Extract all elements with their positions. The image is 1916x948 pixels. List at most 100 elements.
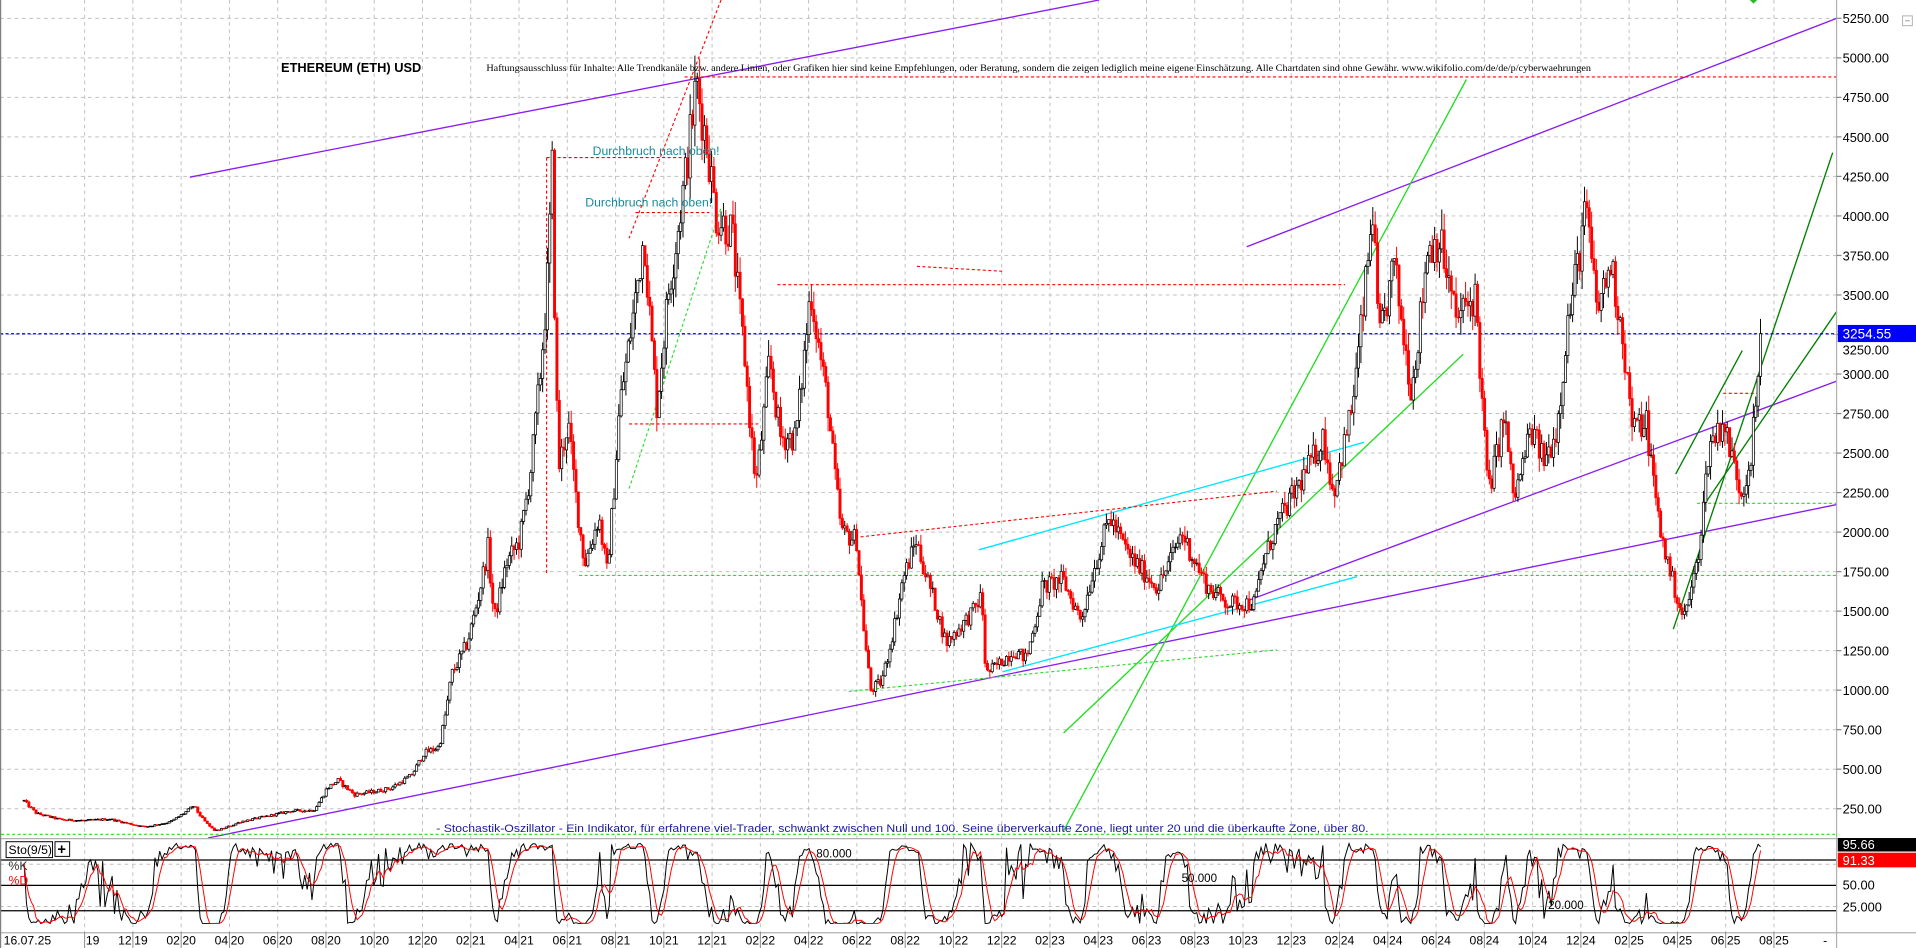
candle-body (662, 347, 666, 369)
candle (481, 561, 485, 595)
candle-body (1521, 458, 1525, 476)
candle-body (210, 825, 214, 829)
candle-body (933, 587, 937, 611)
candle-body (267, 815, 271, 817)
candle-body (1647, 410, 1651, 457)
y-tick-label: 2500.00 (1843, 446, 1889, 461)
candle (391, 785, 395, 791)
candle-body (1371, 224, 1375, 235)
candle (305, 810, 309, 812)
chart-title: ETHEREUM (ETH) USD (281, 60, 421, 75)
candle (771, 361, 775, 401)
candle-body (1209, 584, 1213, 593)
candle (467, 632, 471, 652)
candle (657, 390, 661, 419)
candle-body (1152, 582, 1156, 589)
candle (588, 540, 592, 554)
x-tick-label-month: 04 (794, 933, 808, 947)
candle (660, 353, 664, 399)
candle (317, 800, 321, 807)
candle (833, 434, 837, 480)
candle-body (265, 815, 269, 817)
candle-body (1121, 533, 1125, 540)
x-tick-label: 16.07.25 (4, 933, 52, 947)
candle-body (876, 679, 880, 682)
d-value-badge (1837, 852, 1916, 868)
candle (1583, 186, 1586, 235)
candle (862, 594, 866, 632)
candle (27, 800, 31, 809)
candle (855, 523, 859, 552)
candle-body (752, 437, 756, 474)
candle-body (593, 529, 597, 545)
candle-body (1081, 616, 1085, 620)
candle-body (788, 433, 792, 440)
candle-body (1062, 570, 1066, 578)
candle (781, 426, 785, 448)
candle-body (705, 125, 709, 155)
candle (450, 668, 454, 686)
price-axis[interactable]: 250.00 500.00 750.00 1000.00 1250.00 1500.00 1… (1836, 11, 1889, 817)
candle-body (1747, 469, 1751, 487)
indicator-label-box[interactable] (5, 841, 54, 859)
candle (1704, 461, 1708, 512)
candle (1692, 566, 1696, 594)
candle-body (143, 825, 147, 828)
candle-body (1123, 539, 1127, 545)
y-tick-label: 500.00 (1843, 762, 1882, 777)
candle-body (400, 781, 404, 784)
candle-body (422, 755, 426, 762)
candle (664, 291, 668, 365)
candle-body (926, 574, 930, 578)
candle (1354, 352, 1358, 400)
candle (1223, 596, 1227, 615)
candle (1416, 349, 1420, 378)
candle (1685, 604, 1689, 617)
collapse-panel-button[interactable] (1902, 15, 1913, 27)
date-axis[interactable]: 16.07.25 19 12 19 02 20 04 20 06 20 08 20 10 20 12 20 02… (4, 932, 1828, 948)
candle-body (1613, 261, 1617, 307)
candle-body (246, 819, 250, 822)
add-indicator-button[interactable]: + (54, 841, 71, 858)
candle-body (748, 385, 752, 429)
x-tick-label-month: 10 (1228, 933, 1242, 947)
x-tick-label-year: 21 (665, 933, 679, 947)
candle-body (1204, 573, 1208, 594)
candle-body (453, 668, 457, 671)
candle (779, 396, 782, 446)
candle-body (331, 783, 335, 786)
candle-body (1216, 587, 1220, 593)
y-tick-label: 1250.00 (1843, 644, 1889, 659)
candle-body (1397, 264, 1401, 307)
candle-body (53, 816, 57, 820)
candle (507, 551, 511, 570)
candle-body (1183, 535, 1187, 543)
candle-body (1299, 480, 1303, 491)
candle-body (1604, 278, 1608, 288)
x-tick-label-month: 08 (601, 933, 615, 947)
candle-body (108, 819, 112, 821)
x-tick-label-year: 21 (713, 933, 727, 947)
candle-body (1587, 207, 1591, 228)
candle-body (215, 829, 219, 831)
candle-body (201, 815, 204, 818)
indicator-label[interactable]: Sto(9/5) (9, 843, 52, 857)
candle-body (648, 296, 652, 307)
candle (738, 257, 742, 314)
candle (205, 820, 209, 825)
candle (82, 819, 86, 822)
plus-box[interactable] (54, 841, 71, 857)
candle-body (840, 517, 844, 529)
candle-body (598, 519, 602, 530)
candle (983, 608, 987, 668)
candle-body (848, 530, 851, 546)
candle (174, 817, 178, 820)
plus-icon[interactable]: + (57, 842, 66, 858)
candle (172, 818, 176, 821)
candle (141, 825, 145, 827)
candle (146, 826, 150, 828)
candle-body (707, 153, 711, 182)
candle-body (988, 669, 992, 673)
candle (1164, 570, 1168, 582)
